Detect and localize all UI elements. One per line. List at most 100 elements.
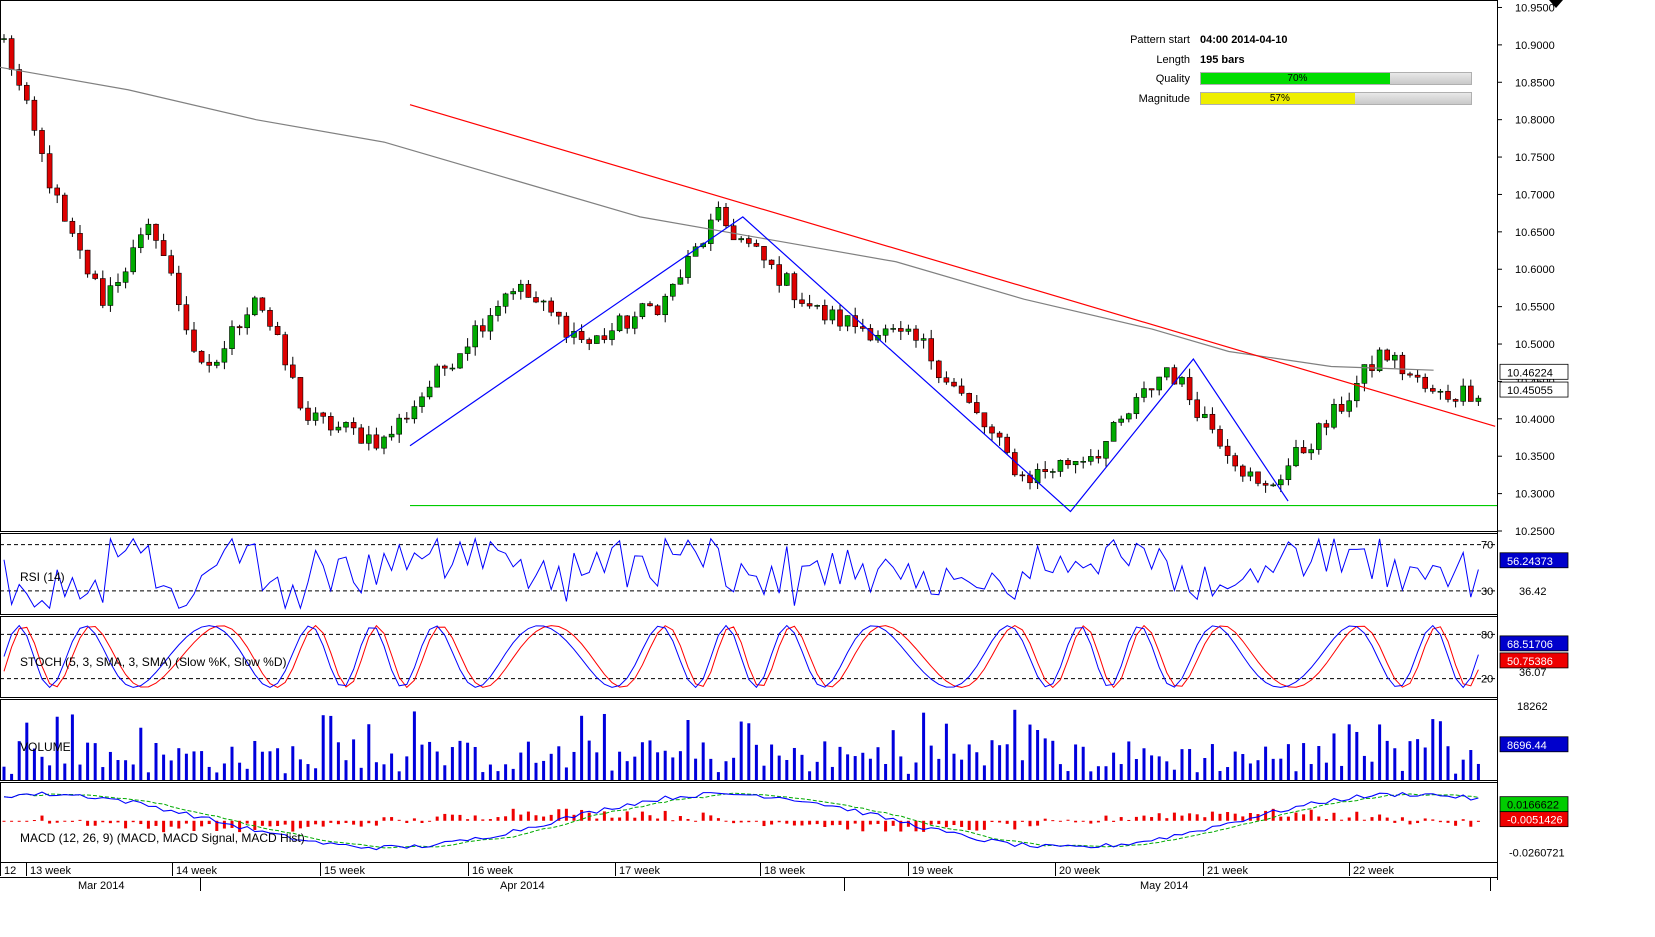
macd-hist-bar	[982, 820, 986, 830]
candle	[426, 380, 433, 400]
macd-hist-bar	[1469, 820, 1473, 827]
candle	[738, 236, 745, 243]
volume-bar	[1309, 764, 1313, 780]
volume-bar	[1476, 763, 1480, 780]
volume-bar	[785, 759, 789, 780]
candle	[1202, 406, 1208, 419]
macd-hist-bar	[534, 815, 538, 821]
macd-hist-bar	[1324, 819, 1328, 821]
macd-hist-bar	[412, 818, 416, 821]
volume-bar	[914, 762, 918, 780]
candle	[966, 392, 973, 404]
volume-bar	[238, 762, 242, 780]
macd-hist-bar	[785, 820, 789, 824]
volume-bar	[1302, 743, 1306, 780]
macd-hist-bar	[732, 820, 736, 824]
volume-bar	[830, 766, 834, 780]
macd-hist-bar	[770, 820, 774, 825]
volume-bar	[344, 760, 348, 780]
price-tick-label: 10.3000	[1515, 489, 1555, 501]
candle	[61, 192, 68, 222]
macd-hist-bar	[390, 817, 394, 821]
macd-hist-bar	[435, 816, 439, 821]
volume-bar	[511, 768, 515, 780]
macd-hist-bar	[1393, 820, 1397, 823]
candle	[1004, 433, 1011, 455]
volume-bar	[367, 724, 371, 780]
stoch-d-value-label: 50.75386	[1507, 656, 1553, 668]
candle	[1133, 393, 1140, 419]
candle	[115, 273, 121, 293]
candle	[799, 292, 805, 307]
volume-bar	[504, 764, 508, 780]
candle	[1414, 369, 1421, 383]
volume-bar	[435, 751, 439, 780]
volume-bar	[906, 773, 910, 780]
month-label: May 2014	[1140, 880, 1188, 892]
macd-hist-bar	[1332, 812, 1336, 821]
candle	[1399, 352, 1406, 381]
candle	[973, 394, 980, 415]
volume-bar	[1370, 761, 1374, 780]
candle	[943, 371, 950, 385]
volume-bar	[1203, 757, 1207, 780]
macd-hist-bar	[1431, 819, 1435, 821]
candle	[685, 250, 691, 284]
macd-hist-bar	[344, 820, 348, 823]
volume-bar	[587, 740, 591, 780]
quality-percent: 70%	[1287, 73, 1308, 85]
volume-bar	[975, 752, 979, 780]
candle	[1293, 439, 1299, 468]
price-tick-label: 10.8000	[1515, 115, 1555, 127]
volume-bar	[1286, 744, 1290, 780]
volume-bar	[420, 744, 424, 780]
volume-bar	[967, 744, 971, 780]
candle	[1171, 364, 1178, 385]
volume-bar	[1317, 746, 1321, 780]
macd-hist-bar	[884, 820, 888, 832]
candle	[1019, 471, 1026, 482]
candle	[267, 307, 273, 331]
volume-bar	[1157, 756, 1161, 780]
macd-hist-bar	[116, 820, 120, 823]
candle	[487, 308, 494, 340]
week-label: 12	[4, 865, 16, 877]
scroll-marker-icon[interactable]	[1549, 0, 1563, 8]
macd-hist-bar	[86, 820, 90, 826]
volume-bar	[48, 765, 52, 780]
macd-hist-bar	[162, 820, 166, 833]
macd-hist-bar	[564, 808, 568, 821]
volume-bar	[488, 764, 492, 780]
candle	[1240, 464, 1246, 482]
volume-bar	[884, 763, 888, 780]
volume-bar	[466, 742, 470, 780]
candle	[1300, 440, 1307, 454]
week-label: 13 week	[30, 865, 71, 877]
last-price-label-box	[1499, 381, 1569, 398]
macd-hist-bar	[914, 820, 918, 832]
candle	[84, 249, 91, 278]
candle	[130, 239, 136, 275]
rsi-panel: 70 30	[0, 536, 1497, 611]
macd-hist-bar	[1271, 808, 1275, 821]
macd-hist-bar	[792, 820, 796, 826]
macd-hist-bar	[1096, 820, 1100, 823]
rsi-extra-label: 36.42	[1519, 586, 1547, 598]
volume-bar	[922, 712, 926, 780]
week-label: 19 week	[912, 865, 953, 877]
macd-hist-bar	[496, 817, 500, 821]
macd-hist-bar	[1286, 816, 1290, 821]
candle	[1331, 398, 1337, 430]
volume-bar	[929, 745, 933, 780]
candle	[920, 333, 927, 349]
candle	[837, 304, 843, 331]
pattern-start-label: Pattern start	[1130, 34, 1190, 46]
volume-bar	[694, 758, 698, 780]
price-tick-label: 10.8500	[1515, 77, 1555, 89]
macd-hist-bar	[549, 814, 553, 821]
macd-hist-bar	[1127, 819, 1131, 821]
rsi-level-label: 30	[1481, 586, 1493, 598]
volume-bar	[1180, 749, 1184, 780]
volume-bar	[595, 752, 599, 780]
macd-hist-bar	[131, 820, 135, 823]
